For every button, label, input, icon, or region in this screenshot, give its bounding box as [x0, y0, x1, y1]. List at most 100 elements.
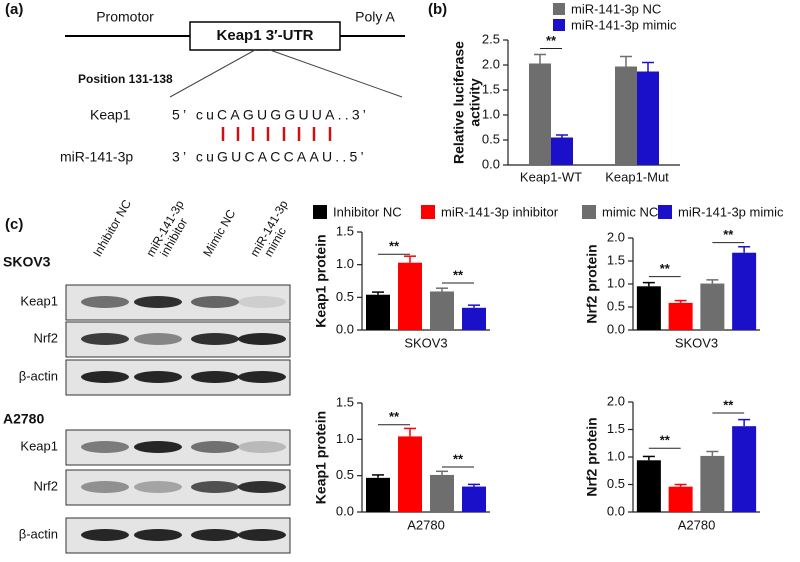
band	[238, 441, 286, 453]
y-tick-label: 0.5	[482, 131, 500, 146]
significance-label: **	[389, 239, 400, 254]
y-tick-label: 1.0	[336, 431, 354, 446]
band	[81, 481, 129, 493]
legend-swatch	[553, 19, 565, 31]
y-tick-label: 0.0	[336, 321, 354, 336]
x-axis-label: A2780	[407, 517, 445, 532]
bar	[462, 486, 486, 512]
band	[191, 529, 239, 541]
utr-box	[189, 21, 341, 51]
panel-label: (b)	[428, 1, 447, 18]
bar	[700, 455, 725, 512]
bar	[732, 426, 757, 512]
legend-label: mimic NC	[602, 204, 658, 219]
significance-label: **	[453, 451, 464, 466]
bar	[636, 286, 661, 330]
x-tick-label: Keap1-WT	[520, 169, 582, 184]
y-axis-label: Nrf2 protein	[584, 244, 600, 323]
y-axis-label: Relative luciferase	[451, 41, 467, 164]
y-tick-label: 0.5	[607, 298, 625, 313]
y-tick-label: 0.0	[607, 503, 625, 518]
x-axis-label: A2780	[678, 517, 716, 532]
bar	[430, 474, 454, 512]
significance-label: **	[723, 397, 734, 412]
panel-label: (a)	[5, 1, 23, 18]
y-tick-label: 1.0	[607, 275, 625, 290]
bar	[700, 283, 725, 330]
band	[81, 371, 129, 383]
y-tick-label: 1.5	[482, 81, 500, 96]
bar	[637, 71, 659, 165]
band	[134, 371, 182, 383]
band	[81, 441, 129, 453]
seq-name: miR-141-3p	[60, 149, 133, 165]
y-tick-label: 0.0	[336, 503, 354, 518]
band	[191, 296, 239, 308]
y-tick-label: 2.5	[482, 31, 500, 46]
band	[134, 296, 182, 308]
bar	[668, 486, 693, 512]
y-tick-label: 1.5	[607, 421, 625, 436]
y-tick-label: 0.0	[482, 156, 500, 171]
legend-label: miR-141-3p inhibitor	[441, 204, 559, 219]
promotor-label: Promotor	[96, 9, 154, 25]
band	[238, 481, 286, 493]
bar	[615, 66, 637, 165]
bar	[366, 477, 390, 512]
band	[191, 441, 239, 453]
seq-name: Keap1	[90, 107, 131, 123]
bar	[462, 307, 486, 330]
significance-label: **	[453, 267, 464, 282]
band	[81, 296, 129, 308]
sequence: 5’ cuCAGUGGUUA..3’	[172, 107, 369, 123]
bar	[551, 137, 573, 165]
legend-label: miR-141-3p mimic	[571, 17, 677, 32]
x-axis-label: SKOV3	[675, 335, 718, 350]
x-axis-label: SKOV3	[404, 335, 447, 350]
legend-swatch	[553, 3, 565, 15]
bar	[366, 294, 390, 330]
band	[134, 441, 182, 453]
y-axis-label: activity	[467, 78, 483, 126]
band	[191, 371, 239, 383]
band	[134, 481, 182, 493]
y-tick-label: 1.0	[482, 106, 500, 121]
zoom-line	[169, 49, 256, 98]
band	[238, 529, 286, 541]
zoom-line	[269, 49, 403, 98]
cell-line: A2780	[3, 411, 44, 427]
y-tick-label: 1.5	[607, 252, 625, 267]
bar	[668, 302, 693, 330]
y-tick-label: 0.5	[336, 467, 354, 482]
lane-label: Inhibitor NC	[90, 197, 134, 259]
y-axis-label: Keap1 protein	[313, 411, 329, 504]
x-tick-label: Keap1-Mut	[605, 169, 669, 184]
band	[134, 529, 182, 541]
blot-label: β-actin	[19, 526, 58, 541]
significance-label: **	[546, 33, 557, 48]
bar	[636, 460, 661, 512]
blot-label: Keap1	[20, 293, 58, 308]
significance-label: **	[723, 227, 734, 242]
utr-label: Keap1 3′-UTR	[217, 27, 314, 44]
bar	[430, 291, 454, 330]
bar	[529, 63, 551, 165]
lane-label: Mimic NC	[200, 207, 238, 259]
position-label: Position 131-138	[78, 72, 173, 86]
blot-label: Nrf2	[33, 478, 58, 493]
y-tick-label: 0.0	[607, 321, 625, 336]
legend-label: miR-141-3p NC	[571, 1, 661, 16]
y-tick-label: 2.0	[482, 56, 500, 71]
y-tick-label: 2.0	[607, 229, 625, 244]
blot-label: Nrf2	[33, 330, 58, 345]
blot-label: β-actin	[19, 368, 58, 383]
blot-label: Keap1	[20, 438, 58, 453]
y-tick-label: 1.5	[336, 394, 354, 409]
bar	[732, 252, 757, 330]
band	[191, 333, 239, 345]
y-axis-label: Keap1 protein	[313, 234, 329, 327]
sequence: 3’ cuGUCACCAAU..5’	[172, 149, 367, 165]
cell-line: SKOV3	[3, 254, 51, 270]
significance-label: **	[660, 261, 671, 276]
